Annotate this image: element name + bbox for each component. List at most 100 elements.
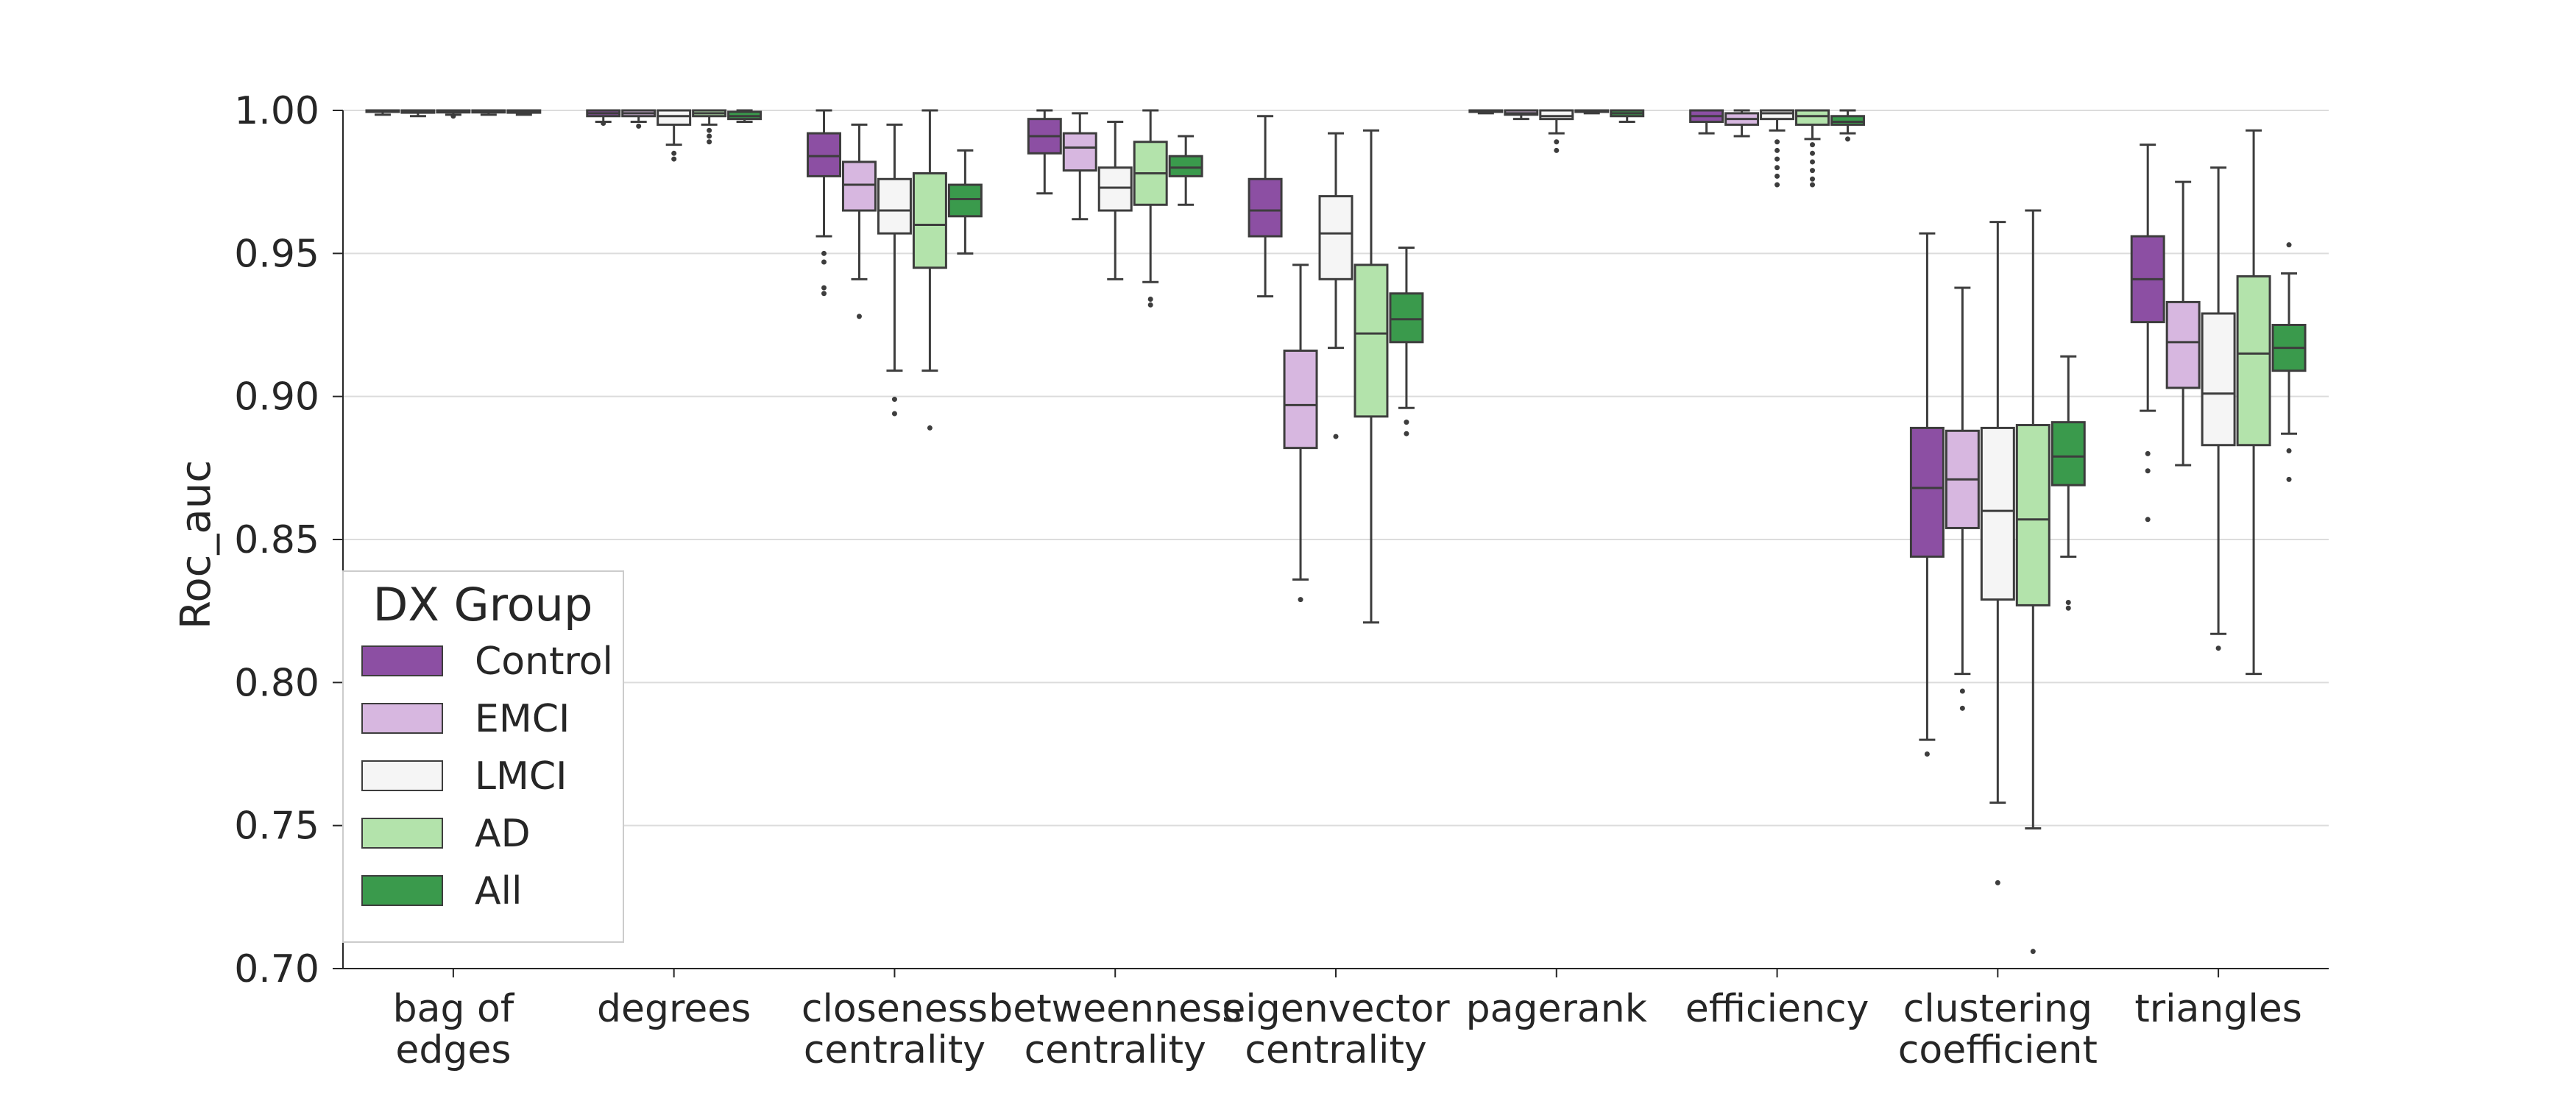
outlier-point [671, 150, 677, 156]
outlier-point [821, 259, 827, 265]
x-tick-label-line: clustering [1903, 987, 2092, 1031]
y-tick-labels: 0.70 0.75 0.80 0.85 0.90 0.95 1.00 [234, 89, 343, 991]
legend-swatch-lmci [361, 760, 443, 791]
box-iqr [1760, 109, 1795, 121]
outlier-point [2286, 242, 2292, 248]
outlier-point [2215, 645, 2221, 651]
outlier-point [821, 291, 827, 297]
outlier-point [1554, 147, 1560, 153]
outlier-point [1810, 182, 1816, 188]
box-ad-1 [692, 109, 727, 145]
box-lmci-2 [877, 123, 912, 417]
box-all-6 [1830, 109, 1865, 142]
box-groups [365, 109, 2307, 955]
x-tick-label-line: centrality [1025, 1028, 1206, 1072]
outlier-point [927, 425, 933, 431]
outlier-point [601, 120, 606, 126]
x-tick-label: clustering coefficient [1898, 987, 2098, 1072]
outlier-point [891, 397, 897, 403]
outlier-point [707, 127, 712, 133]
box-control-7 [1909, 232, 1945, 757]
series-lmci [436, 109, 2236, 885]
box-control-2 [807, 109, 841, 297]
outlier-point [2286, 476, 2292, 482]
box-iqr [1097, 166, 1133, 212]
box-iqr [807, 132, 841, 177]
outlier-point [2286, 448, 2292, 454]
outlier-point [1404, 420, 1409, 425]
box-iqr [841, 160, 877, 212]
x-tick-label-line: edges [395, 1028, 511, 1072]
outlier-point [821, 250, 827, 256]
box-iqr [877, 177, 912, 235]
box-iqr [1830, 115, 1865, 126]
box-iqr [657, 109, 692, 126]
box-emci-7 [1945, 286, 1980, 711]
box-all-4 [1389, 247, 1424, 436]
x-tick-label-line: pagerank [1466, 987, 1647, 1031]
x-tick-label: degrees [597, 987, 751, 1031]
box-emci-2 [841, 123, 877, 319]
outlier-point [1774, 182, 1780, 188]
outlier-point [2065, 605, 2071, 611]
box-emci-4 [1283, 263, 1318, 603]
y-tick-label: 1.00 [234, 89, 319, 133]
outlier-point [1959, 688, 1965, 694]
outlier-point [1774, 173, 1780, 179]
x-tick-label: closeness centrality [802, 987, 988, 1072]
box-ad-5 [1574, 109, 1610, 115]
box-iqr [2015, 424, 2050, 606]
legend-label-lmci: LMCI [475, 754, 567, 799]
box-all-0 [506, 109, 542, 116]
box-all-5 [1610, 109, 1645, 124]
box-iqr [2050, 421, 2086, 486]
outlier-point [2065, 600, 2071, 606]
box-control-5 [1468, 109, 1504, 115]
box-iqr [2236, 275, 2271, 447]
box-all-7 [2050, 355, 2086, 611]
x-tick-label-line: betweenness [988, 987, 1242, 1031]
outlier-point [1924, 751, 1930, 757]
outlier-point [2145, 517, 2151, 523]
legend-title: DX Group [373, 578, 593, 631]
box-ad-4 [1354, 129, 1389, 624]
box-lmci-3 [1097, 121, 1133, 280]
box-lmci-4 [1318, 132, 1354, 439]
legend-swatch-ad [361, 818, 443, 849]
outlier-point [2145, 468, 2151, 474]
box-control-1 [586, 109, 621, 126]
box-ad-6 [1795, 109, 1830, 188]
x-tick-label-line: efficiency [1685, 987, 1869, 1031]
box-control-4 [1248, 115, 1283, 298]
outlier-point [1404, 431, 1409, 436]
box-iqr [1980, 426, 2015, 601]
box-emci-5 [1504, 109, 1539, 121]
box-control-6 [1689, 109, 1724, 135]
box-iqr [1539, 109, 1574, 121]
outlier-point [707, 139, 712, 145]
box-iqr [1389, 292, 1424, 344]
y-tick-label: 0.75 [234, 804, 319, 849]
box-lmci-1 [657, 109, 692, 162]
outlier-point [1810, 168, 1816, 174]
outlier-point [1774, 147, 1780, 153]
box-emci-0 [400, 109, 436, 118]
legend: DX Group Control EMCI LMCI AD All [342, 570, 624, 943]
outlier-point [1774, 156, 1780, 162]
outlier-point [1554, 139, 1560, 145]
box-emci-1 [621, 109, 657, 129]
x-tick-label: pagerank [1466, 987, 1647, 1031]
outlier-point [1810, 150, 1816, 156]
box-all-8 [2271, 242, 2307, 482]
x-tick-label-line: coefficient [1898, 1028, 2098, 1072]
x-tick-label: eigenvector centrality [1222, 987, 1450, 1072]
outlier-point [891, 411, 897, 417]
box-iqr [2165, 300, 2201, 389]
x-tick-label: betweenness centrality [988, 987, 1242, 1072]
outlier-point [2030, 949, 2036, 955]
outlier-point [1810, 142, 1816, 148]
series-control [365, 109, 2165, 757]
x-tick-label: bag of edges [393, 987, 515, 1072]
outlier-point [671, 156, 677, 162]
box-iqr [1318, 195, 1354, 280]
